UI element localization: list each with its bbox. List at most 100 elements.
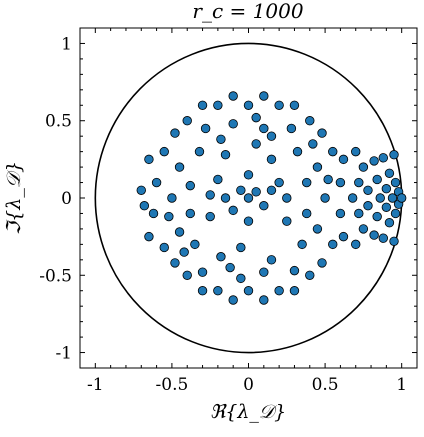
scatter-point [378, 233, 389, 243]
scatter-point [396, 193, 407, 203]
x-tick-label: 1 [396, 375, 407, 395]
scatter-point [259, 91, 269, 101]
scatter-point [381, 202, 392, 212]
scatter-point [369, 230, 379, 240]
scatter-point [259, 295, 269, 305]
scatter-point [354, 208, 364, 219]
scatter-point [236, 185, 246, 195]
scatter-point [190, 239, 200, 250]
y-tick-label: 0 [61, 189, 72, 209]
scatter-point [266, 255, 277, 265]
scatter-point [375, 193, 385, 203]
scatter-point [136, 185, 146, 195]
scatter-point [358, 224, 369, 234]
scatter-point [159, 242, 169, 253]
scatter-point [289, 265, 300, 276]
scatter-points-layer [136, 91, 407, 305]
scatter-point [390, 208, 401, 219]
scatter-point [274, 286, 284, 296]
scatter-point [167, 193, 177, 203]
scatter-point [266, 131, 277, 141]
scatter-point [389, 236, 399, 246]
scatter-point [220, 193, 231, 203]
scatter-point [369, 156, 379, 166]
y-tick-label: -1 [55, 344, 72, 364]
scatter-point [387, 193, 398, 203]
scatter-point [274, 100, 284, 110]
scatter-point [251, 112, 261, 123]
scatter-point [205, 190, 215, 200]
scatter-point [243, 100, 254, 110]
scatter-point [328, 239, 338, 250]
scatter-point [185, 208, 195, 219]
scatter-point [305, 270, 315, 280]
scatter-point [274, 177, 284, 188]
scatter-point [144, 154, 154, 165]
scatter-point [289, 100, 300, 110]
scatter-point [148, 208, 159, 219]
scatter-point [286, 123, 297, 134]
scatter-point [378, 153, 389, 163]
scatter-point [282, 216, 292, 226]
scatter-point [308, 139, 318, 149]
scatter-point [200, 123, 211, 134]
scatter-point [174, 162, 185, 172]
scatter-point [347, 193, 358, 203]
scatter-point [384, 168, 395, 178]
scatter-point [259, 267, 269, 277]
scatter-point [139, 201, 150, 211]
scatter-point [358, 162, 369, 172]
scatter-point [213, 286, 223, 296]
scatter-point [317, 128, 327, 138]
scatter-point [228, 295, 238, 305]
scatter-point [197, 286, 208, 296]
scatter-point [363, 185, 373, 195]
scatter-point [197, 267, 208, 277]
scatter-point [305, 116, 315, 126]
x-tick-label: 0.5 [312, 375, 339, 395]
y-tick-label: 1 [61, 34, 72, 54]
ticks-layer: -1 -0.5 0 0.5 1 1 0.5 0 -0.5 -1 [39, 27, 418, 395]
y-tick-label: 0.5 [45, 112, 72, 132]
scatter-point [174, 227, 185, 237]
scatter-point [220, 150, 231, 160]
scatter-point [185, 180, 195, 191]
x-tick-label: -1 [87, 375, 104, 395]
scatter-point [164, 211, 174, 222]
scatter-point [335, 177, 346, 188]
scatter-point [381, 184, 392, 194]
scatter-point [302, 208, 312, 219]
x-tick-label: 0 [243, 375, 254, 395]
scatter-point [213, 174, 223, 185]
scatter-point [228, 119, 238, 129]
x-tick-label: -0.5 [156, 375, 189, 395]
scatter-point [354, 177, 364, 188]
scatter-point [289, 286, 300, 296]
scatter-point [372, 174, 382, 185]
scatter-point [243, 193, 254, 203]
scatter-point [338, 154, 349, 165]
scatter-point [363, 201, 373, 211]
scatter-point [338, 231, 349, 242]
scatter-point [243, 170, 254, 180]
scatter-point [228, 91, 238, 101]
scatter-point [282, 193, 292, 203]
scatter-point [390, 177, 401, 188]
scatter-point [320, 193, 330, 203]
scatter-point [236, 273, 246, 284]
scatter-point [317, 258, 327, 268]
scatter-point [292, 146, 303, 157]
scatter-point [179, 247, 189, 257]
scatter-point [228, 205, 238, 216]
x-axis-title: ℜ{λ_𝒟} [210, 401, 286, 423]
chart-title: r_c = 1000 [192, 0, 303, 23]
scatter-point [266, 185, 277, 195]
scatter-point [372, 211, 382, 222]
scatter-point [205, 211, 215, 222]
scatter-point [243, 286, 254, 296]
scatter-point [389, 150, 399, 160]
scatter-point [182, 270, 192, 280]
scatter-point [182, 116, 192, 126]
